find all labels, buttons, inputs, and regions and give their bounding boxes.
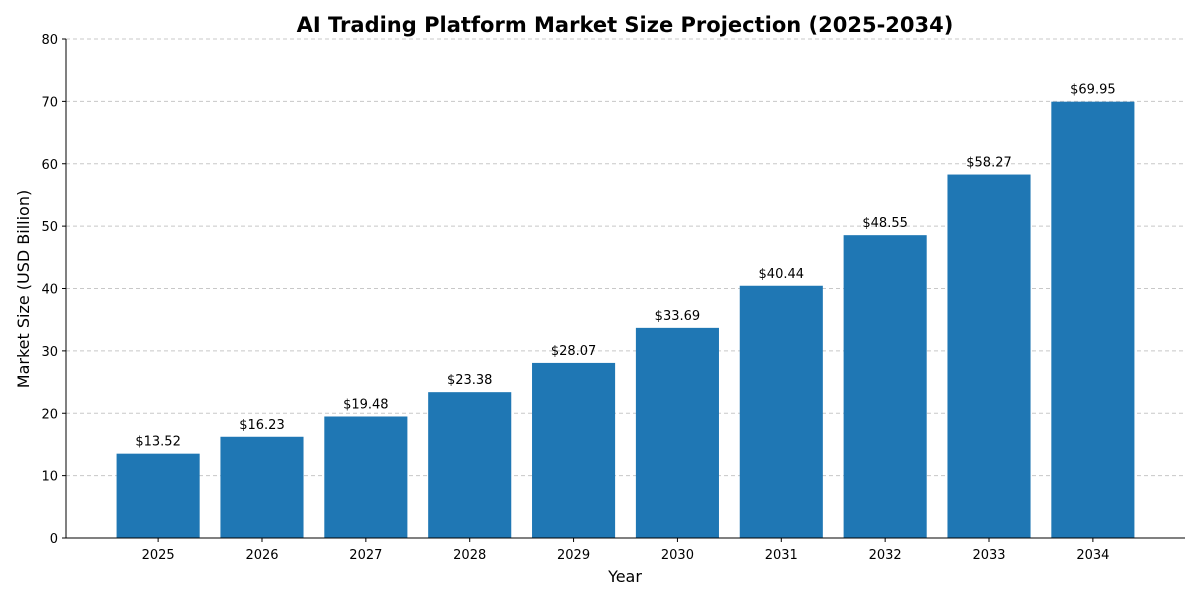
data-label: $58.27 bbox=[966, 156, 1012, 171]
x-axis-label: Year bbox=[607, 567, 642, 586]
data-label: $69.95 bbox=[1070, 83, 1116, 98]
y-axis-label: Market Size (USD Billion) bbox=[14, 190, 33, 388]
bar-2028 bbox=[428, 392, 512, 538]
data-label: $40.44 bbox=[759, 267, 805, 282]
bar-2032 bbox=[843, 235, 927, 538]
bar-2030 bbox=[635, 327, 719, 538]
y-tick-label: 40 bbox=[41, 283, 58, 298]
x-tick-label: 2034 bbox=[1076, 548, 1109, 563]
bar-2026 bbox=[220, 436, 304, 538]
y-tick-label: 60 bbox=[41, 158, 58, 173]
y-tick-label: 0 bbox=[50, 532, 58, 547]
data-label: $13.52 bbox=[135, 435, 181, 450]
x-tick-label: 2027 bbox=[349, 548, 382, 563]
y-tick-label: 20 bbox=[41, 407, 58, 422]
y-tick-label: 10 bbox=[41, 470, 58, 485]
bar-2031 bbox=[739, 285, 823, 538]
x-tick-label: 2031 bbox=[765, 548, 798, 563]
bar-2029 bbox=[532, 362, 616, 538]
y-tick-label: 80 bbox=[41, 33, 58, 48]
x-tick-label: 2032 bbox=[869, 548, 902, 563]
y-tick-label: 30 bbox=[41, 345, 58, 360]
x-tick-label: 2033 bbox=[972, 548, 1005, 563]
data-label: $28.07 bbox=[551, 344, 597, 359]
y-tick-label: 50 bbox=[41, 220, 58, 235]
data-label: $19.48 bbox=[343, 397, 389, 412]
bar-2025 bbox=[116, 453, 200, 538]
x-tick-label: 2028 bbox=[453, 548, 486, 563]
x-tick-label: 2025 bbox=[142, 548, 175, 563]
x-tick-label: 2026 bbox=[245, 548, 278, 563]
bar-2033 bbox=[947, 174, 1031, 538]
chart-title: AI Trading Platform Market Size Projecti… bbox=[297, 13, 954, 37]
data-label: $16.23 bbox=[239, 418, 285, 433]
x-tick-label: 2030 bbox=[661, 548, 694, 563]
x-tick-label: 2029 bbox=[557, 548, 590, 563]
bar-2027 bbox=[324, 416, 408, 538]
data-label: $48.55 bbox=[862, 216, 908, 231]
data-label: $23.38 bbox=[447, 373, 493, 388]
bar-2034 bbox=[1051, 101, 1135, 538]
y-tick-label: 70 bbox=[41, 95, 58, 110]
data-label: $33.69 bbox=[655, 309, 701, 324]
